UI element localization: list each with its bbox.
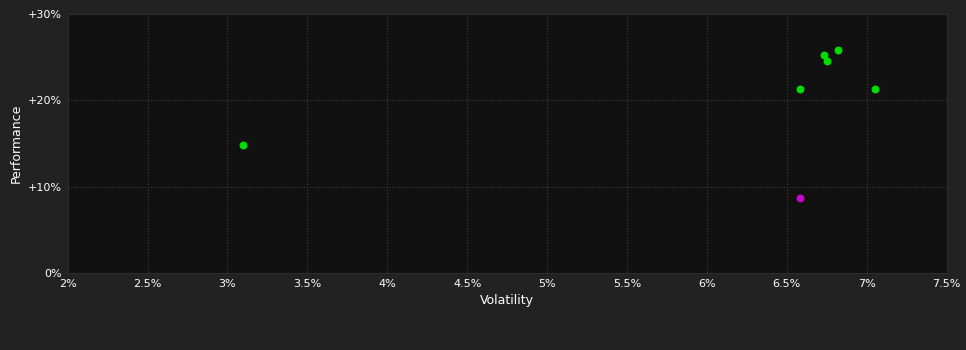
Point (830, 48, 845, 53)
Point (792, 86, 808, 92)
X-axis label: Volatility: Volatility (480, 294, 534, 307)
Point (816, 52, 832, 58)
Y-axis label: Performance: Performance (10, 104, 22, 183)
Point (236, 142, 251, 148)
Point (792, 195, 808, 201)
Point (867, 86, 883, 92)
Point (819, 59, 835, 64)
